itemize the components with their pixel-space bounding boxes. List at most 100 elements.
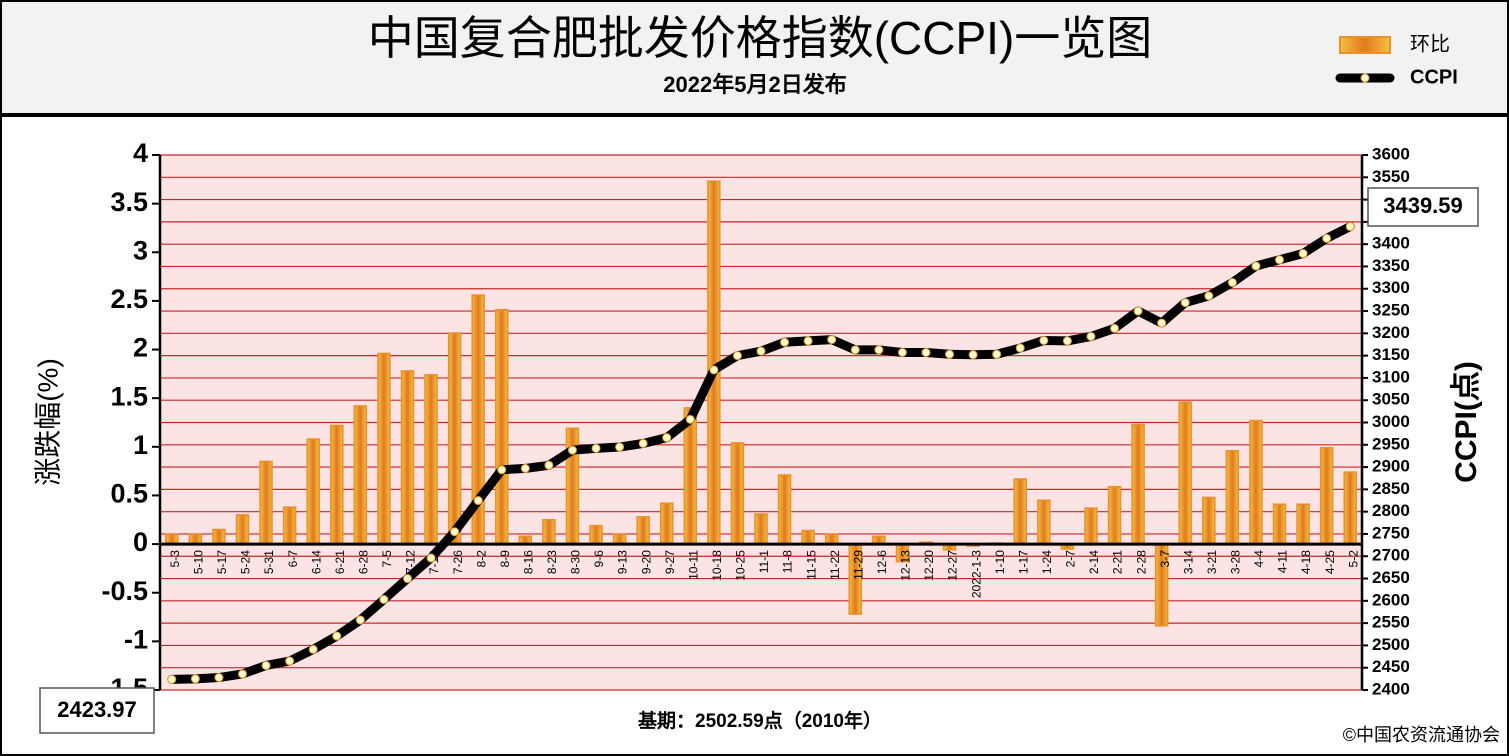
line-point <box>332 631 342 641</box>
annotation-box <box>39 687 155 734</box>
line-point <box>1086 331 1096 341</box>
line-point <box>450 527 460 537</box>
line-point <box>520 463 530 473</box>
bar <box>424 374 438 545</box>
y-tick-label: 0.5 <box>110 479 148 509</box>
y-tick-label: 2.5 <box>110 284 148 314</box>
x-tick-label: 12-13 <box>899 550 913 581</box>
x-tick-label: 7-26 <box>451 550 465 574</box>
line-point <box>992 349 1002 359</box>
annotation: 2423.97 <box>57 697 137 722</box>
y2-tick-label: 2400 <box>1372 679 1410 698</box>
bar <box>1225 449 1240 545</box>
line-point <box>732 351 742 361</box>
x-tick-label: 1-17 <box>1016 550 1030 574</box>
x-tick-label: 2-21 <box>1111 550 1125 574</box>
x-tick-label: 2-14 <box>1087 550 1101 574</box>
line-point <box>261 660 271 670</box>
line-point <box>402 574 412 584</box>
bar <box>235 514 250 545</box>
line-point <box>850 345 860 355</box>
line-point <box>709 365 719 375</box>
bar <box>1319 447 1334 545</box>
line-point <box>1345 222 1355 232</box>
y2-tick-label: 2650 <box>1372 568 1410 587</box>
bar <box>754 513 768 545</box>
x-tick-label: 8-23 <box>545 550 559 574</box>
line-point <box>685 414 695 424</box>
bar <box>353 405 368 545</box>
line-point <box>945 349 955 359</box>
line-point <box>544 460 554 470</box>
x-tick-label: 3-21 <box>1205 550 1219 574</box>
source: ©中国农资流通协会 <box>1343 725 1500 745</box>
chart-title: 中国复合肥批发价格指数(CCPI)一览图 <box>368 12 1153 64</box>
x-tick-label: 2-28 <box>1134 550 1148 574</box>
x-tick-label: 10-18 <box>710 550 724 581</box>
x-tick-label: 6-21 <box>333 550 347 574</box>
y-tick-label: -1 <box>124 624 148 654</box>
x-tick-label: 8-16 <box>521 550 535 574</box>
x-tick-label: 8-9 <box>498 550 512 568</box>
y2-tick-label: 2750 <box>1372 523 1410 542</box>
y-axis-label: 涨跌幅(%) <box>32 358 63 486</box>
y2-tick-label: 2900 <box>1372 457 1410 476</box>
x-tick-label: 5-31 <box>262 550 276 574</box>
x-tick-label: 11-1 <box>757 550 771 573</box>
x-tick-label: 4-11 <box>1276 550 1290 573</box>
line-point <box>1298 249 1308 259</box>
x-tick-label: 12-27 <box>946 550 960 581</box>
bar <box>730 442 745 545</box>
bar <box>377 352 391 545</box>
x-tick-label: 9-6 <box>592 550 606 568</box>
line-point <box>237 669 247 679</box>
y2-tick-label: 2700 <box>1372 546 1410 565</box>
bar <box>1202 496 1216 545</box>
y-tick-label: 1.5 <box>110 381 148 411</box>
bar <box>1107 485 1122 545</box>
line-point <box>473 496 483 506</box>
x-tick-label: 9-13 <box>616 550 630 574</box>
x-tick-label: 4-25 <box>1323 550 1337 574</box>
bar <box>683 407 698 545</box>
y-tick-label: -0.5 <box>101 576 148 606</box>
bar <box>1178 401 1192 545</box>
line-point <box>803 336 813 346</box>
y2-tick-label: 3300 <box>1372 278 1410 297</box>
x-tick-label: 5-24 <box>239 550 253 574</box>
header-bg <box>2 2 1507 114</box>
x-tick-label: 5-10 <box>192 550 206 574</box>
annotation: 3439.59 <box>1383 193 1463 218</box>
line-point <box>167 674 177 684</box>
x-tick-label: 12-6 <box>875 550 889 574</box>
x-tick-label: 7-5 <box>380 550 394 568</box>
line-point <box>308 644 318 654</box>
bar <box>636 516 650 545</box>
x-tick-label: 5-2 <box>1346 550 1360 568</box>
line-point <box>638 438 648 448</box>
bar <box>447 332 462 545</box>
bar <box>1084 507 1098 545</box>
y-tick-label: 1 <box>133 430 148 460</box>
y-tick-label: 2 <box>133 333 148 363</box>
y2-tick-label: 3400 <box>1372 234 1410 253</box>
line-point <box>874 345 884 355</box>
chart-subtitle: 2022年5月2日发布 <box>663 72 846 97</box>
line-point <box>1180 298 1190 308</box>
line-point <box>780 337 790 347</box>
bar <box>212 528 226 545</box>
legend-swatch <box>1339 36 1391 54</box>
y2-tick-label: 2950 <box>1372 434 1410 453</box>
x-tick-label: 12-20 <box>922 550 936 581</box>
y2-tick-label: 2450 <box>1372 657 1410 676</box>
y2-tick-label: 3000 <box>1372 412 1410 431</box>
line-point <box>1110 323 1120 333</box>
line-point <box>1015 343 1025 353</box>
x-tick-label: 6-14 <box>309 550 323 574</box>
bar <box>1131 423 1145 545</box>
bar <box>1037 499 1051 545</box>
line-point <box>968 350 978 360</box>
x-tick-label: 1-10 <box>993 550 1007 574</box>
y2-tick-label: 2850 <box>1372 479 1410 498</box>
